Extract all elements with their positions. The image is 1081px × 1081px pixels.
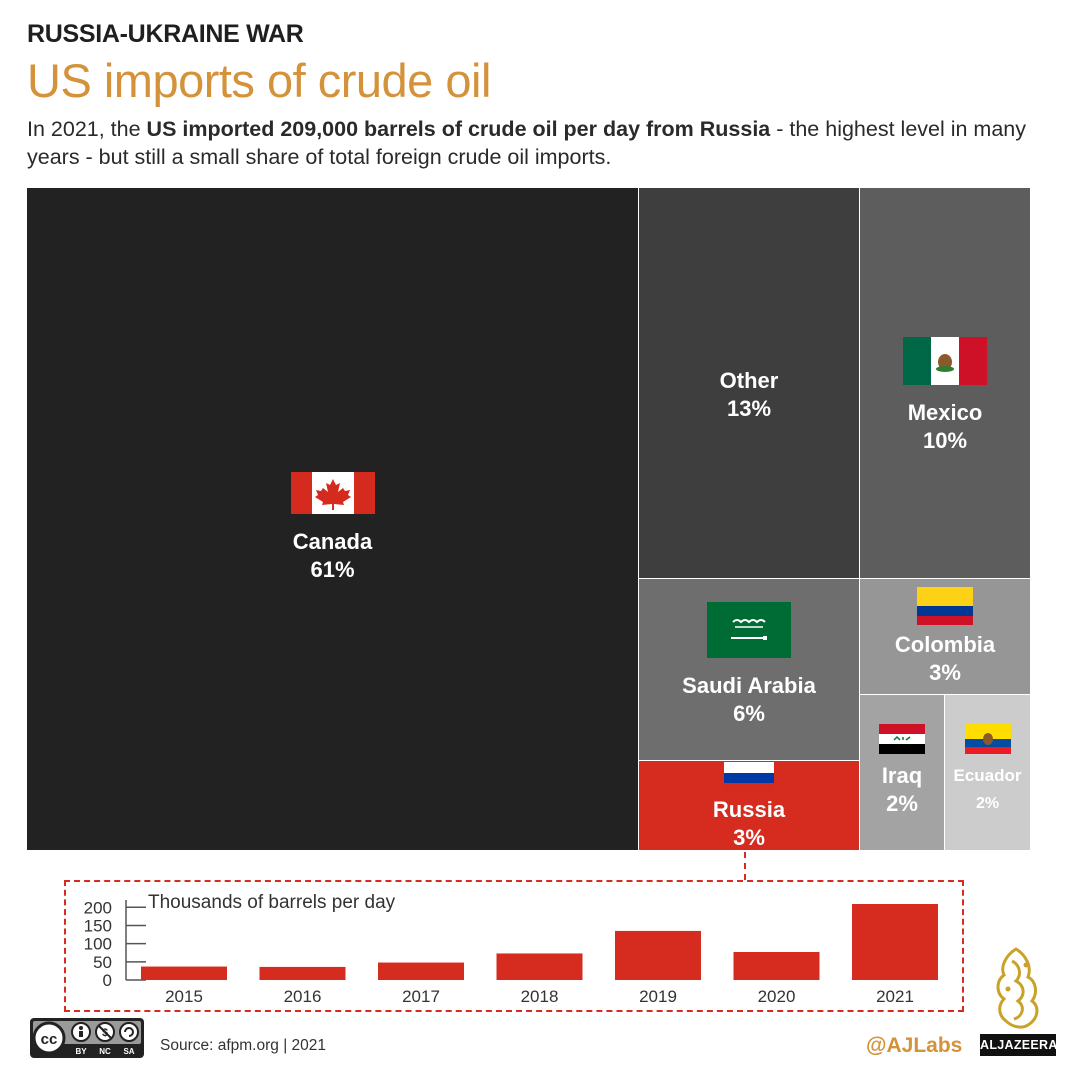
cc-sa-label: SA: [123, 1047, 134, 1056]
cc-by-label: BY: [75, 1047, 87, 1056]
tile-value: 61%: [310, 557, 355, 582]
tile-value: 2%: [886, 791, 918, 816]
canada-flag-icon: [290, 472, 375, 514]
iraq-flag-icon: [879, 724, 925, 754]
aljazeera-logo-icon: [996, 947, 1039, 1029]
colombia-flag-icon: [917, 587, 973, 625]
tile-label: Ecuador: [953, 766, 1022, 785]
tile-colombia: Colombia 3%: [860, 579, 1031, 695]
mexico-flag-icon: [903, 337, 987, 385]
tile-value: 10%: [922, 428, 968, 453]
cc-nc-label: NC: [99, 1047, 111, 1056]
tile-label: Colombia: [894, 632, 996, 657]
tile-label: Mexico: [907, 400, 983, 425]
cc-license-icon: cc $ BY NC SA: [30, 1018, 144, 1058]
tile-value: 3%: [929, 660, 961, 685]
subtitle: In 2021, the US imported 209,000 barrels…: [27, 115, 1057, 171]
tile-iraq: Iraq 2%: [860, 695, 945, 851]
subtitle-pre: In 2021, the: [27, 117, 147, 141]
tile-value: 6%: [733, 701, 765, 726]
russia-imports-inset: [64, 880, 964, 1012]
tile-mexico: Mexico 10%: [860, 188, 1031, 579]
tile-other: Other 13%: [639, 188, 860, 579]
saudi-arabia-flag-icon: [707, 602, 791, 658]
ajlabs-handle: @AJLabs: [866, 1034, 963, 1057]
kicker: RUSSIA-UKRAINE WAR: [27, 20, 304, 48]
russia-flag-icon: [724, 762, 774, 794]
source-note: Source: afpm.org | 2021: [160, 1037, 327, 1054]
page-title: US imports of crude oil: [27, 54, 491, 107]
tile-value: 3%: [733, 825, 765, 850]
tile-label: Canada: [292, 529, 373, 554]
subtitle-post: - the highest level in many years - but …: [27, 117, 1027, 169]
tile-label: Saudi Arabia: [682, 673, 816, 698]
subtitle-bold: US imported 209,000 barrels of crude oil…: [146, 117, 771, 141]
ecuador-flag-icon: [964, 724, 1011, 754]
tile-label: Russia: [712, 797, 786, 822]
tile-ecuador: Ecuador 2%: [945, 695, 1031, 851]
svg-text:cc: cc: [41, 1031, 58, 1048]
tile-canada: Canada 61%: [27, 188, 639, 851]
tile-value: 13%: [726, 396, 772, 421]
tile-label: Iraq: [881, 763, 923, 788]
tile-russia: Russia 3%: [639, 761, 860, 851]
treemap-chart: Canada 61% Other 13% Mexico 10%: [27, 188, 1031, 851]
aljazeera-wordmark: ALJAZEERA: [980, 1034, 1057, 1056]
connector-line: [744, 852, 746, 880]
tile-label: Other: [719, 368, 779, 393]
tile-saudi-arabia: Saudi Arabia 6%: [639, 579, 860, 761]
tile-value: 2%: [975, 795, 1000, 812]
